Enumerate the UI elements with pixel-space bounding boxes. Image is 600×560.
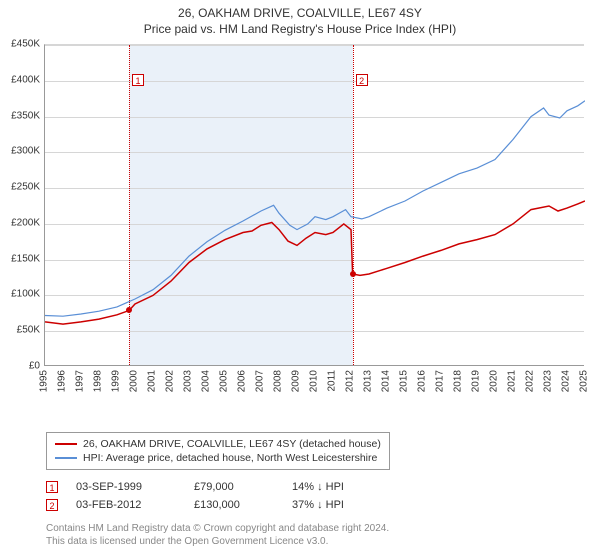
x-axis-label: 2014 — [381, 370, 392, 392]
x-axis-label: 2025 — [579, 370, 590, 392]
x-axis-label: 2024 — [561, 370, 572, 392]
x-axis-label: 2023 — [543, 370, 554, 392]
x-axis-label: 2002 — [165, 370, 176, 392]
x-axis-label: 2003 — [183, 370, 194, 392]
sale-date-2: 03-FEB-2012 — [76, 499, 176, 511]
x-axis-label: 2018 — [453, 370, 464, 392]
sale-marker-box: 1 — [132, 74, 144, 86]
sale-marker-2: 2 — [46, 499, 58, 511]
y-axis-label: £250K — [11, 182, 40, 193]
x-axis-label: 2013 — [363, 370, 374, 392]
x-axis-label: 2011 — [327, 370, 338, 392]
y-axis-label: £150K — [11, 253, 40, 264]
x-axis-label: 2006 — [237, 370, 248, 392]
x-axis-label: 2008 — [273, 370, 284, 392]
legend-box: 26, OAKHAM DRIVE, COALVILLE, LE67 4SY (d… — [46, 432, 390, 470]
x-axis-label: 2015 — [399, 370, 410, 392]
title-sub: Price paid vs. HM Land Registry's House … — [0, 22, 600, 36]
series-hpi — [45, 101, 585, 316]
x-axis-label: 2019 — [471, 370, 482, 392]
x-axis-label: 2000 — [129, 370, 140, 392]
sale-dot — [350, 271, 356, 277]
sale-row-1: 1 03-SEP-1999 £79,000 14% ↓ HPI — [46, 478, 586, 496]
legend-row-hpi: HPI: Average price, detached house, Nort… — [55, 451, 381, 465]
x-axis-label: 2007 — [255, 370, 266, 392]
x-axis-label: 2001 — [147, 370, 158, 392]
x-axis-label: 2012 — [345, 370, 356, 392]
sale-diff-2: 37% ↓ HPI — [292, 499, 382, 511]
x-axis-label: 2005 — [219, 370, 230, 392]
sale-marker-box: 2 — [356, 74, 368, 86]
x-axis-label: 1995 — [39, 370, 50, 392]
x-axis-label: 2016 — [417, 370, 428, 392]
chart-title-block: 26, OAKHAM DRIVE, COALVILLE, LE67 4SY Pr… — [0, 0, 600, 40]
footnote: Contains HM Land Registry data © Crown c… — [46, 522, 586, 548]
y-axis-label: £300K — [11, 146, 40, 157]
x-axis-label: 2009 — [291, 370, 302, 392]
footnote-line2: This data is licensed under the Open Gov… — [46, 535, 586, 548]
sale-price-2: £130,000 — [194, 499, 274, 511]
y-axis-label: £350K — [11, 110, 40, 121]
x-axis-label: 1999 — [111, 370, 122, 392]
series-property — [45, 201, 585, 324]
x-axis-label: 2004 — [201, 370, 212, 392]
legend-swatch-hpi — [55, 457, 77, 459]
x-axis-label: 1998 — [93, 370, 104, 392]
x-axis-label: 1996 — [57, 370, 68, 392]
sales-table: 1 03-SEP-1999 £79,000 14% ↓ HPI 2 03-FEB… — [46, 478, 586, 514]
sale-price-1: £79,000 — [194, 481, 274, 493]
legend-swatch-property — [55, 443, 77, 445]
sale-marker-1: 1 — [46, 481, 58, 493]
x-axis-label: 2020 — [489, 370, 500, 392]
y-axis-label: £100K — [11, 289, 40, 300]
sale-diff-1: 14% ↓ HPI — [292, 481, 382, 493]
legend-label-property: 26, OAKHAM DRIVE, COALVILLE, LE67 4SY (d… — [83, 438, 381, 450]
chart-area: 12 £0£50K£100K£150K£200K£250K£300K£350K£… — [44, 44, 586, 396]
sale-date-1: 03-SEP-1999 — [76, 481, 176, 493]
x-axis-label: 1997 — [75, 370, 86, 392]
y-axis-label: £400K — [11, 74, 40, 85]
title-main: 26, OAKHAM DRIVE, COALVILLE, LE67 4SY — [0, 6, 600, 20]
sale-dot — [126, 307, 132, 313]
y-axis-label: £450K — [11, 39, 40, 50]
legend-label-hpi: HPI: Average price, detached house, Nort… — [83, 452, 377, 464]
legend-row-property: 26, OAKHAM DRIVE, COALVILLE, LE67 4SY (d… — [55, 437, 381, 451]
x-axis-label: 2010 — [309, 370, 320, 392]
x-axis-label: 2017 — [435, 370, 446, 392]
y-axis-label: £200K — [11, 217, 40, 228]
x-axis-label: 2021 — [507, 370, 518, 392]
sale-row-2: 2 03-FEB-2012 £130,000 37% ↓ HPI — [46, 496, 586, 514]
x-axis-label: 2022 — [525, 370, 536, 392]
y-axis-label: £50K — [17, 325, 40, 336]
plot-area: 12 — [44, 44, 584, 366]
line-layer — [45, 45, 585, 367]
footnote-line1: Contains HM Land Registry data © Crown c… — [46, 522, 586, 535]
